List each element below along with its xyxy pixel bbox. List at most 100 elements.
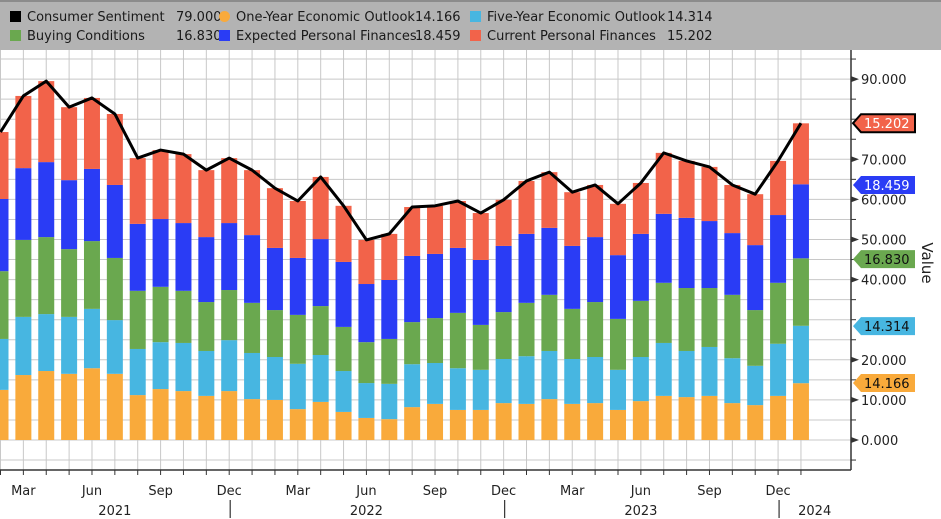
bar-segment-buying-conditions: [198, 302, 215, 351]
bar-segment-current-personal-finances: [0, 132, 9, 199]
bar-segment-one-year-economic-outlook: [564, 403, 581, 440]
y-tick-arrow: [851, 356, 859, 363]
bar-segment-five-year-economic-outlook: [449, 368, 466, 410]
bar-segment-five-year-economic-outlook: [266, 356, 283, 400]
bar-segment-buying-conditions: [541, 294, 558, 351]
x-month-label: Dec: [491, 484, 516, 499]
bar-segment-current-personal-finances: [449, 201, 466, 248]
bar-segment-buying-conditions: [632, 300, 649, 357]
bar-segment-expected-personal-finances: [83, 168, 100, 242]
bars: [0, 81, 809, 440]
bar-segment-buying-conditions: [724, 294, 741, 359]
y-tick-label: 20.000: [861, 354, 907, 369]
bar-segment-one-year-economic-outlook: [587, 403, 604, 440]
bar-segment-expected-personal-finances: [632, 233, 649, 301]
legend-item-expected-personal-finances[interactable]: Expected Personal Finances 18.459: [219, 29, 461, 45]
bar-segment-one-year-economic-outlook: [792, 383, 809, 440]
bar-segment-current-personal-finances: [83, 97, 100, 169]
bar-segment-buying-conditions: [15, 239, 32, 317]
last-value-tags: 15.202 18.459 16.830 14.314 14.166: [851, 113, 916, 393]
legend-item-current-personal-finances[interactable]: Current Personal Finances 15.202: [470, 29, 713, 45]
bar-segment-current-personal-finances: [404, 207, 421, 256]
bar-segment-buying-conditions: [175, 290, 192, 343]
legend-swatch-icon: [470, 30, 481, 41]
bar-segment-expected-personal-finances: [724, 233, 741, 295]
bar-segment-five-year-economic-outlook: [632, 356, 649, 402]
bar-segment-current-personal-finances: [541, 172, 558, 228]
x-month-label: Sep: [697, 484, 722, 499]
bar-segment-expected-personal-finances: [609, 255, 626, 319]
bar-segment-one-year-economic-outlook: [381, 419, 398, 440]
bar-segment-expected-personal-finances: [449, 247, 466, 313]
legend-value: 15.202: [667, 29, 713, 44]
bar-segment-expected-personal-finances: [38, 162, 55, 238]
bar-segment-current-personal-finances: [701, 166, 718, 222]
bar-segment-one-year-economic-outlook: [312, 401, 329, 440]
bar-segment-buying-conditions: [449, 312, 466, 369]
legend-item-consumer-sentiment[interactable]: Consumer Sentiment 79.000: [10, 10, 222, 26]
bar-segment-buying-conditions: [312, 306, 329, 355]
x-month-label: Dec: [766, 484, 791, 499]
x-year-label: 2024: [798, 504, 831, 519]
x-month-label: Sep: [423, 484, 448, 499]
bar-segment-buying-conditions: [655, 282, 672, 343]
bar-segment-one-year-economic-outlook: [38, 371, 55, 440]
bar-segment-current-personal-finances: [381, 233, 398, 281]
last-value-tag: [851, 113, 916, 134]
legend-label: Buying Conditions: [27, 29, 145, 44]
legend-label: Consumer Sentiment: [27, 10, 165, 25]
bar-segment-current-personal-finances: [632, 182, 649, 234]
bar-segment-buying-conditions: [404, 322, 421, 365]
bar-segment-one-year-economic-outlook: [61, 373, 78, 440]
bar-segment-current-personal-finances: [770, 160, 787, 216]
bar-segment-current-personal-finances: [152, 150, 169, 220]
axes: 0.000 10.000 20.000 40.000 50.000 60.000 70.00…: [0, 50, 907, 519]
legend-item-five-year-outlook[interactable]: Five-Year Economic Outlook 14.314: [470, 10, 713, 26]
bar-segment-expected-personal-finances: [289, 257, 306, 315]
bar-segment-buying-conditions: [701, 288, 718, 347]
bar-segment-current-personal-finances: [61, 107, 78, 181]
bar-segment-expected-personal-finances: [792, 184, 809, 259]
bar-segment-one-year-economic-outlook: [106, 373, 123, 440]
bar-segment-expected-personal-finances: [587, 237, 604, 303]
bar-segment-expected-personal-finances: [175, 223, 192, 291]
bar-segment-five-year-economic-outlook: [198, 350, 215, 396]
bar-segment-buying-conditions: [0, 271, 9, 339]
bar-segment-buying-conditions: [129, 290, 146, 349]
bar-segment-buying-conditions: [83, 241, 100, 309]
bar-segment-expected-personal-finances: [312, 239, 329, 307]
bar-segment-five-year-economic-outlook: [678, 350, 695, 398]
last-value-tag-label: 14.166: [864, 377, 910, 392]
bar-segment-expected-personal-finances: [404, 255, 421, 323]
bar-segment-buying-conditions: [427, 318, 444, 364]
bar-segment-five-year-economic-outlook: [404, 364, 421, 408]
bar-segment-five-year-economic-outlook: [221, 340, 238, 392]
last-value-tag: [853, 175, 915, 194]
bar-segment-five-year-economic-outlook: [381, 383, 398, 420]
bar-segment-buying-conditions: [472, 324, 489, 370]
bar-segment-current-personal-finances: [15, 95, 32, 169]
legend-item-buying-conditions[interactable]: Buying Conditions 16.830: [10, 29, 222, 45]
bar-segment-one-year-economic-outlook: [335, 411, 352, 440]
bar-segment-one-year-economic-outlook: [655, 395, 672, 440]
x-year-label: 2021: [98, 504, 131, 519]
bar-segment-current-personal-finances: [129, 158, 146, 224]
legend-item-one-year-outlook[interactable]: One-Year Economic Outlook 14.166: [219, 10, 461, 26]
bar-segment-expected-personal-finances: [701, 221, 718, 289]
bar-segment-buying-conditions: [106, 257, 123, 321]
y-tick-label: 10.000: [861, 394, 907, 409]
x-year-label: 2023: [624, 504, 657, 519]
bar-segment-buying-conditions: [747, 310, 764, 366]
bar-segment-buying-conditions: [495, 312, 512, 359]
y-tick-label: 70.000: [861, 153, 907, 168]
bar-segment-expected-personal-finances: [541, 227, 558, 295]
bar-segment-five-year-economic-outlook: [518, 356, 535, 404]
bar-segment-one-year-economic-outlook: [83, 368, 100, 440]
bar-segment-current-personal-finances: [747, 194, 764, 246]
bar-segment-five-year-economic-outlook: [792, 325, 809, 384]
legend-swatch-icon: [219, 30, 230, 41]
legend-value: 16.830: [176, 29, 222, 44]
bar-segment-expected-personal-finances: [152, 219, 169, 287]
bar-segment-five-year-economic-outlook: [701, 346, 718, 396]
bar-segment-buying-conditions: [335, 326, 352, 372]
